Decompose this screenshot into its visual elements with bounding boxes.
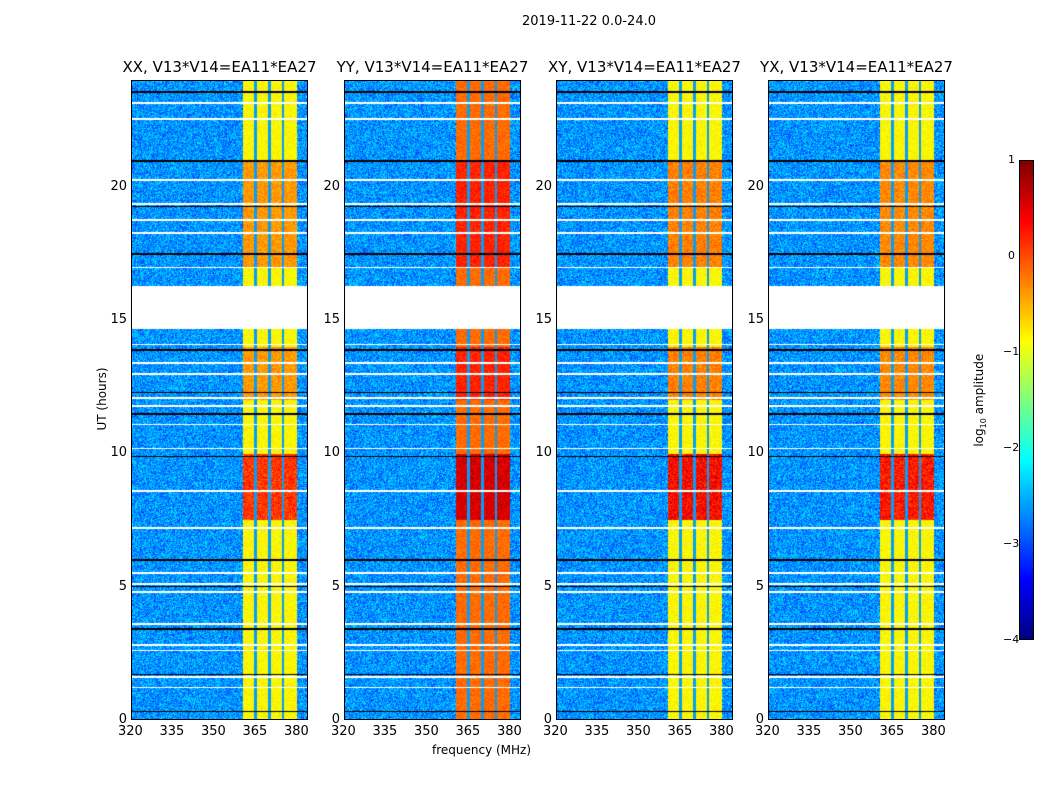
- x-tick-label: 380: [920, 724, 946, 739]
- x-tick-label: 365: [242, 724, 268, 739]
- x-axis-label: frequency (MHz): [432, 743, 532, 757]
- x-tick-label: 320: [331, 724, 356, 739]
- y-tick-label: 5: [543, 578, 552, 594]
- x-tick-label: 350: [625, 724, 651, 739]
- y-tick-label: 10: [535, 445, 552, 461]
- y-tick-label: 0: [331, 712, 340, 727]
- y-tick-label: 10: [110, 445, 127, 461]
- y-tick-label: 20: [323, 178, 340, 194]
- x-tick-label: 380: [708, 724, 734, 739]
- y-tick-label: 20: [535, 178, 552, 194]
- figure-title: 2019-11-22 0.0-24.0: [522, 14, 656, 29]
- colorbar-tick-label: 0: [1008, 249, 1015, 262]
- y-tick-label: 15: [323, 312, 340, 327]
- colorbar-tick-label: 1: [1008, 153, 1015, 166]
- heatmap-image: [557, 81, 732, 719]
- panel-title: XY, V13*V14=EA11*EA27: [548, 58, 741, 76]
- y-tick-label: 10: [323, 445, 340, 461]
- heatmap-panel: [768, 80, 945, 720]
- y-tick-label: 0: [118, 712, 127, 727]
- heatmap-panel: [556, 80, 733, 720]
- y-tick-label: 15: [110, 312, 127, 327]
- y-tick-label: 15: [747, 312, 764, 327]
- x-tick-label: 335: [796, 724, 822, 739]
- heatmap-image: [769, 81, 944, 719]
- x-tick-label: 335: [584, 724, 610, 739]
- heatmap-panel: [131, 80, 308, 720]
- x-tick-label: 335: [159, 724, 185, 739]
- colorbar-tick-label: −3: [1003, 537, 1020, 550]
- x-tick-label: 350: [200, 724, 226, 739]
- heatmap-image: [132, 81, 307, 719]
- x-tick-label: 365: [879, 724, 905, 739]
- x-tick-label: 380: [496, 724, 522, 739]
- colorbar-tick-label: −2: [1003, 441, 1020, 454]
- x-tick-label: 365: [667, 724, 693, 739]
- panel-title: XX, V13*V14=EA11*EA27: [122, 58, 317, 76]
- x-tick-label: 350: [413, 724, 439, 739]
- y-tick-label: 0: [543, 712, 552, 727]
- x-tick-label: 380: [283, 724, 309, 739]
- x-tick-label: 335: [372, 724, 398, 739]
- y-tick-label: 10: [747, 445, 764, 461]
- y-tick-label: 5: [118, 578, 127, 594]
- x-tick-label: 320: [543, 724, 568, 739]
- panel-title: YX, V13*V14=EA11*EA27: [760, 58, 953, 76]
- x-tick-label: 320: [755, 724, 780, 739]
- heatmap-panel: [344, 80, 521, 720]
- x-tick-label: 350: [837, 724, 863, 739]
- heatmap-image: [345, 81, 520, 719]
- x-tick-label: 320: [118, 724, 143, 739]
- colorbar: [1019, 160, 1034, 640]
- y-tick-label: 15: [535, 312, 552, 327]
- y-tick-label: 5: [755, 578, 764, 594]
- y-axis-label: UT (hours): [95, 367, 109, 431]
- colorbar-tick-label: −4: [1003, 633, 1020, 646]
- panel-title: YY, V13*V14=EA11*EA27: [336, 58, 529, 76]
- y-tick-label: 5: [331, 578, 340, 594]
- y-tick-label: 20: [110, 178, 127, 194]
- colorbar-label: log10 amplitude: [971, 353, 989, 447]
- colorbar-tick-label: −1: [1003, 345, 1020, 358]
- y-tick-label: 20: [747, 178, 764, 194]
- x-tick-label: 365: [455, 724, 481, 739]
- y-tick-label: 0: [755, 712, 764, 727]
